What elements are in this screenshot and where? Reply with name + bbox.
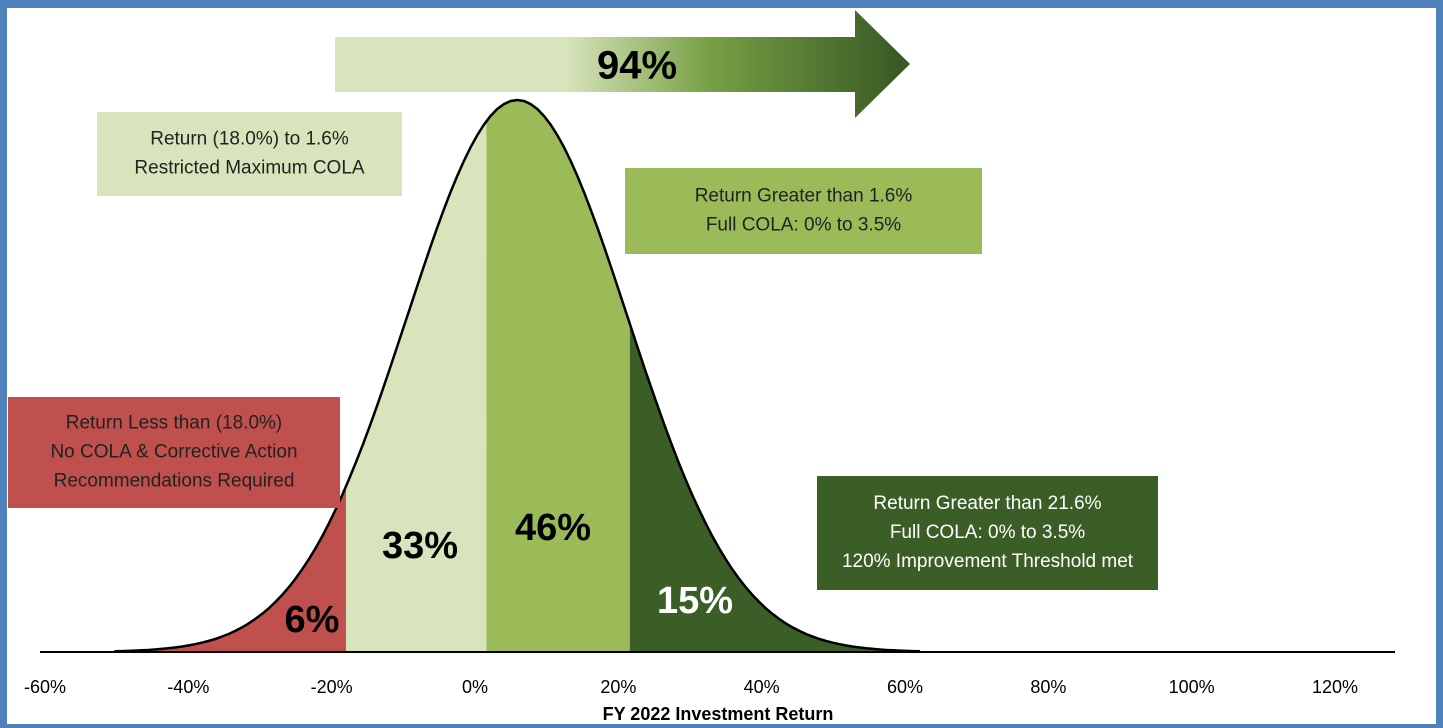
x-tick-label: 80%	[1030, 677, 1066, 697]
annotation-text: Return Greater than 21.6%	[873, 493, 1101, 514]
value-label: 33%	[382, 525, 458, 567]
segment	[486, 100, 630, 652]
annotation-text: No COLA & Corrective Action	[50, 442, 297, 463]
value-label: 15%	[657, 580, 733, 622]
annotation-text: Full COLA: 0% to 3.5%	[706, 215, 901, 236]
curve-outline	[114, 98, 921, 653]
x-tick-label: 0%	[462, 677, 488, 697]
annotation-box	[8, 397, 340, 508]
annotation-box	[817, 476, 1158, 590]
x-tick-label: -60%	[24, 677, 66, 697]
x-tick-label: 40%	[744, 677, 780, 697]
arrow	[335, 10, 910, 118]
segment	[114, 486, 347, 652]
annotation-text: 120% Improvement Threshold met	[842, 551, 1134, 572]
segment	[629, 323, 921, 652]
annotation-box	[625, 168, 982, 254]
annotation-text: Recommendations Required	[54, 471, 295, 492]
annotation-box	[97, 112, 402, 196]
value-label: 46%	[515, 507, 591, 549]
x-tick-label: 100%	[1169, 677, 1215, 697]
x-tick-label: 120%	[1312, 677, 1358, 697]
x-tick-label: -40%	[167, 677, 209, 697]
segment	[346, 121, 487, 653]
annotation-text: Restricted Maximum COLA	[134, 158, 364, 179]
arrow-label: 94%	[597, 44, 677, 88]
annotation-text: Return Greater than 1.6%	[695, 186, 913, 207]
x-axis-title: FY 2022 Investment Return	[603, 704, 834, 724]
annotation-text: Return Less than (18.0%)	[66, 413, 283, 434]
value-label: 6%	[285, 599, 340, 641]
annotation-text: Full COLA: 0% to 3.5%	[890, 522, 1085, 543]
x-tick-label: -20%	[311, 677, 353, 697]
x-tick-label: 20%	[600, 677, 636, 697]
annotation-text: Return (18.0%) to 1.6%	[150, 129, 349, 150]
x-tick-label: 60%	[887, 677, 923, 697]
